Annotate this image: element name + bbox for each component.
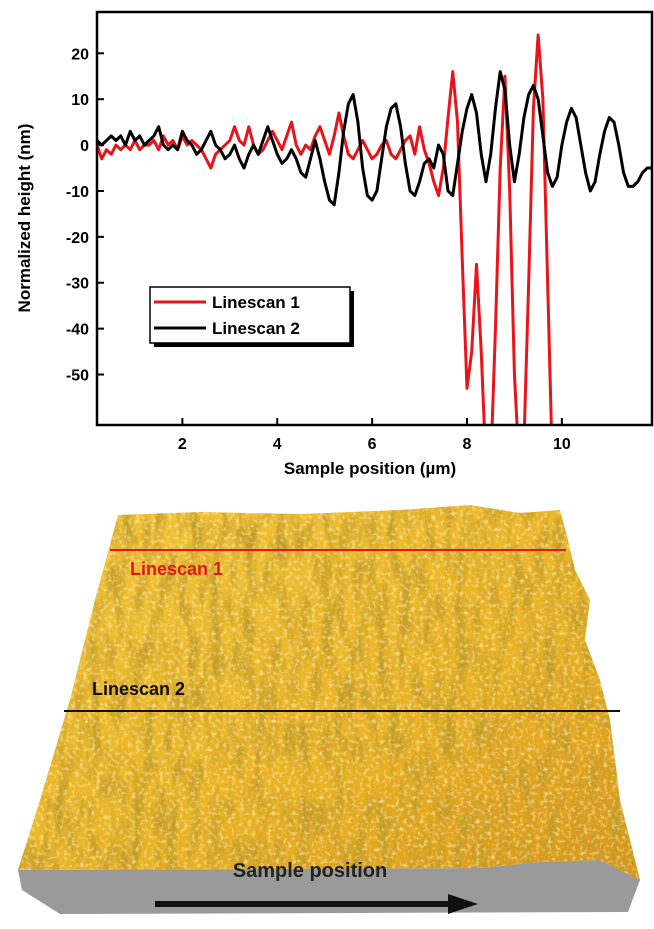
arrow-head — [448, 894, 478, 914]
legend-label: Linescan 1 — [212, 293, 300, 312]
series-line — [97, 70, 652, 207]
x-tick-label: 2 — [178, 436, 187, 453]
arrow-label: Sample position — [233, 860, 387, 882]
legend-box — [149, 286, 351, 344]
y-tick-label: -20 — [66, 230, 89, 247]
scan-label: Linescan 2 — [92, 679, 185, 699]
legend-label: Linescan 2 — [212, 319, 300, 338]
surface-image: Linescan 1 Linescan 2 Sample position — [18, 505, 640, 914]
x-tick-label: 10 — [553, 436, 571, 453]
x-tick-label: 8 — [463, 436, 472, 453]
surface-texture — [18, 505, 640, 880]
legend: Linescan 1 Linescan 2 — [149, 286, 354, 347]
y-tick-label: -40 — [66, 322, 89, 339]
x-tick-label: 4 — [273, 436, 282, 453]
scan-label: Linescan 1 — [130, 559, 223, 579]
surface-base — [18, 860, 640, 914]
x-tick-label: 6 — [368, 436, 377, 453]
x-axis-label: Sample position (µm) — [284, 459, 456, 478]
y-tick-label: 20 — [71, 46, 89, 63]
y-axis-label: Normalized height (nm) — [15, 124, 34, 313]
y-tick-label: -50 — [66, 368, 89, 385]
series-line — [97, 33, 553, 425]
y-tick-label: 10 — [71, 92, 89, 109]
chart: Sample position (µm) Normalized height (… — [15, 10, 654, 478]
plot-frame — [95, 10, 654, 427]
y-tick-label: -10 — [66, 184, 89, 201]
plot-lines — [97, 33, 652, 425]
y-tick-label: -30 — [66, 276, 89, 293]
y-tick-label: 0 — [80, 138, 89, 155]
